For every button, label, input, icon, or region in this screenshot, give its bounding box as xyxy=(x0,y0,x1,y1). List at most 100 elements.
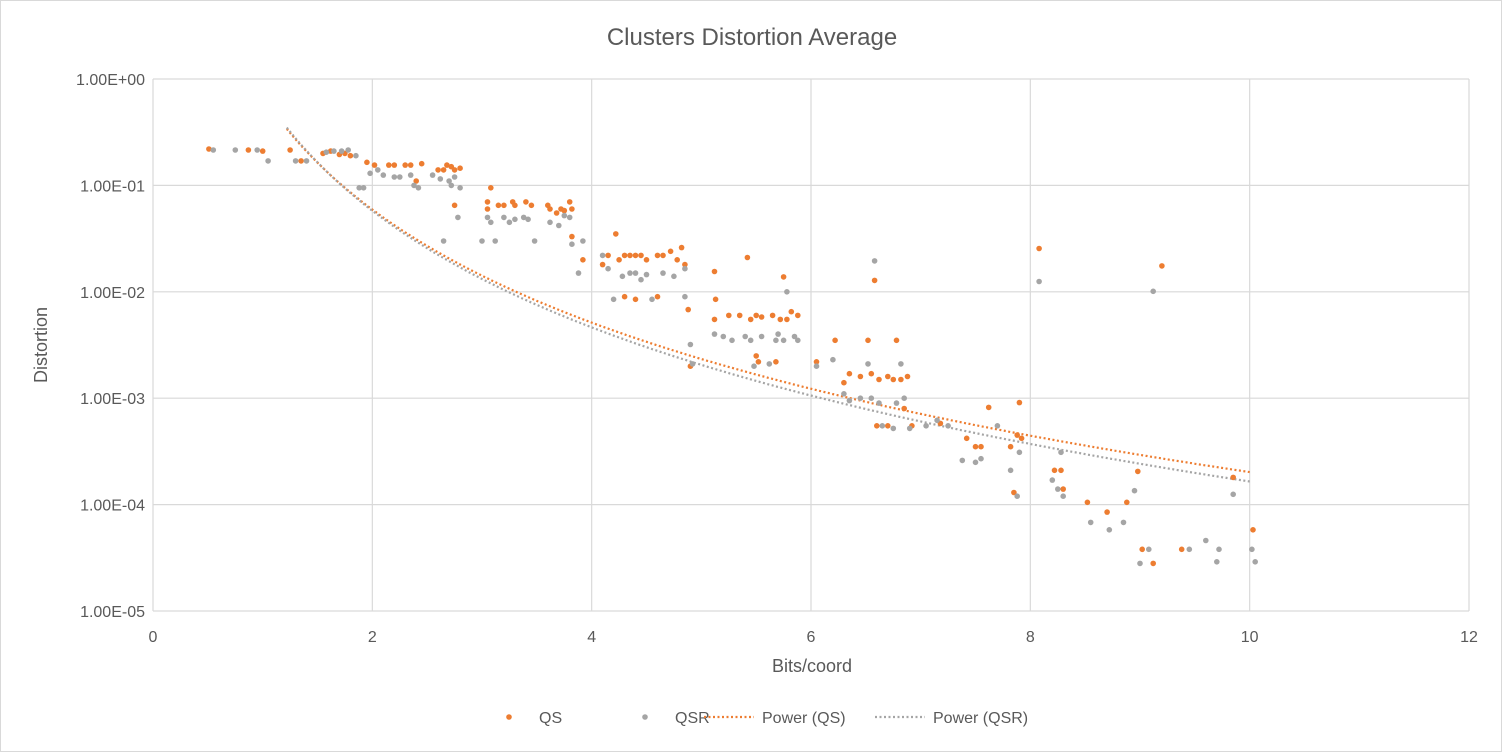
data-point-qsr xyxy=(605,265,611,272)
data-point-qsr xyxy=(671,273,677,280)
data-point-qsr xyxy=(561,212,568,219)
data-point-qs xyxy=(523,199,529,205)
legend-item-power-qs: Power (QS) xyxy=(704,710,846,727)
data-point-qsr xyxy=(345,147,352,153)
data-point-qs xyxy=(857,373,864,380)
data-point-qsr xyxy=(687,341,694,348)
data-point-qs xyxy=(674,257,680,263)
data-point-qsr xyxy=(972,459,979,466)
trend-layer xyxy=(285,126,1250,483)
data-point-qsr xyxy=(446,178,452,184)
data-point-qsr xyxy=(331,148,337,154)
data-point-qsr xyxy=(682,293,688,300)
data-point-qs xyxy=(780,274,787,280)
data-point-qsr xyxy=(492,238,499,244)
data-point-qsr xyxy=(1014,493,1020,500)
data-point-qsr xyxy=(1060,493,1066,500)
data-point-qs xyxy=(769,312,776,319)
data-point-qs xyxy=(985,404,992,411)
data-point-qs xyxy=(632,296,639,303)
data-point-qs xyxy=(364,159,370,166)
data-point-qs xyxy=(876,376,882,383)
x-tick-label: 4 xyxy=(587,629,596,646)
data-point-qsr xyxy=(711,331,718,337)
y-axis-title: Distortion xyxy=(31,307,51,383)
data-point-qsr xyxy=(356,185,363,191)
data-point-qsr xyxy=(506,219,513,226)
data-point-qs xyxy=(1084,499,1091,506)
data-point-qs xyxy=(347,152,354,159)
data-point-qs xyxy=(682,261,688,268)
data-point-qsr xyxy=(643,271,650,278)
data-point-qs xyxy=(1018,435,1025,442)
data-point-qs xyxy=(1014,432,1020,438)
data-point-qsr xyxy=(857,395,864,402)
data-point-qsr xyxy=(407,172,414,178)
data-point-qs xyxy=(744,254,751,261)
data-point-qsr xyxy=(525,216,531,223)
data-point-qs xyxy=(788,308,795,315)
data-point-qsr xyxy=(488,219,494,226)
data-point-qsr xyxy=(1036,278,1042,285)
legend-swatch xyxy=(642,714,648,720)
data-point-qsr xyxy=(720,333,727,340)
data-point-qs xyxy=(512,202,518,209)
x-tick-label: 6 xyxy=(807,629,816,646)
data-point-qs xyxy=(1007,443,1014,450)
grid-layer xyxy=(152,78,1470,612)
data-point-qs xyxy=(1150,560,1156,567)
data-point-qs xyxy=(569,233,575,240)
data-point-qs xyxy=(904,373,911,380)
data-point-qs xyxy=(972,443,979,450)
data-point-qsr xyxy=(830,356,836,363)
data-point-qsr xyxy=(531,238,538,244)
data-point-qsr xyxy=(898,361,904,367)
data-point-qs xyxy=(298,158,304,164)
data-point-qsr xyxy=(893,400,900,406)
data-point-qs xyxy=(755,359,762,365)
data-point-qs xyxy=(753,312,759,319)
legend-label: QS xyxy=(539,710,562,727)
data-point-qsr xyxy=(1137,560,1143,567)
data-point-qsr xyxy=(660,270,666,276)
x-axis-title: Bits/coord xyxy=(772,656,852,676)
data-point-qsr xyxy=(934,417,940,424)
data-point-qs xyxy=(1051,467,1058,474)
data-point-qs xyxy=(678,244,685,251)
data-point-qs xyxy=(712,296,719,303)
data-point-qs xyxy=(885,423,891,429)
data-point-qs xyxy=(758,314,765,320)
data-point-qs xyxy=(605,252,611,259)
data-point-qs xyxy=(773,359,779,365)
data-point-qsr xyxy=(547,219,553,226)
data-point-qsr xyxy=(795,337,801,344)
data-point-qs xyxy=(440,167,447,173)
data-point-qs xyxy=(488,185,494,191)
y-tick-label: 1.00E-05 xyxy=(80,604,145,621)
y-tick-label: 1.00E-04 xyxy=(80,498,145,515)
data-point-qs xyxy=(832,337,838,344)
data-point-qs xyxy=(1060,486,1066,492)
data-point-qsr xyxy=(323,149,330,155)
x-tick-label: 12 xyxy=(1460,629,1478,646)
data-point-qsr xyxy=(397,174,403,180)
data-point-qs xyxy=(616,257,622,263)
data-point-qs xyxy=(566,199,573,205)
data-point-qsr xyxy=(415,185,422,191)
y-tick-label: 1.00E-01 xyxy=(80,178,145,195)
data-point-qs xyxy=(777,316,784,323)
data-point-qs xyxy=(495,202,502,209)
data-point-qs xyxy=(613,231,619,237)
data-point-qs xyxy=(978,443,984,450)
data-point-qsr xyxy=(1146,546,1152,553)
data-point-qsr xyxy=(610,296,617,303)
data-point-qsr xyxy=(1087,519,1094,526)
data-point-qs xyxy=(643,257,650,263)
data-point-qs xyxy=(451,202,458,209)
data-point-qsr xyxy=(945,423,951,429)
data-point-qs xyxy=(386,162,392,168)
data-point-qs xyxy=(402,162,409,168)
data-point-qsr xyxy=(632,270,639,276)
data-point-qsr xyxy=(766,361,773,367)
